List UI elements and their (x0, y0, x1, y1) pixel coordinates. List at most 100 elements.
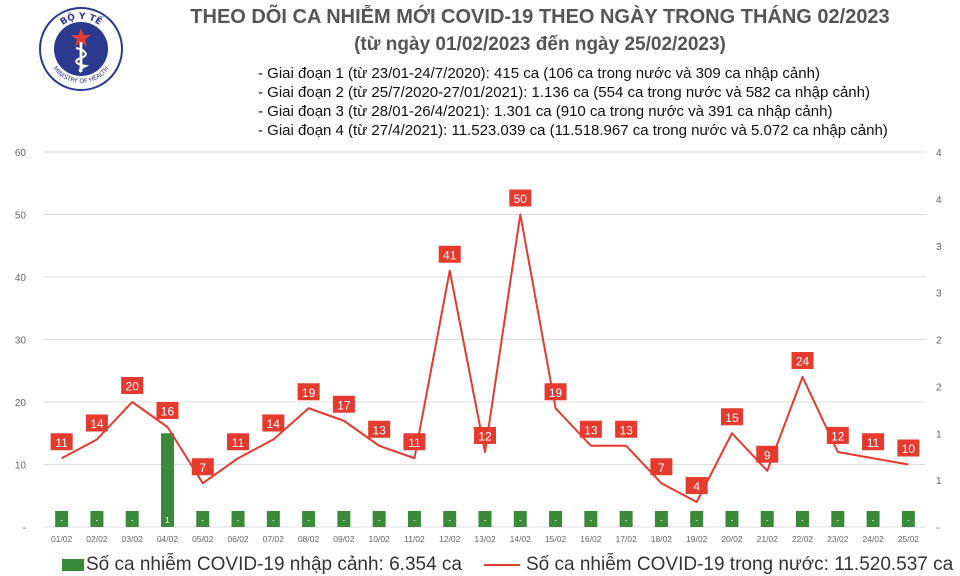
bar-data-label: - (801, 516, 804, 525)
bar-data-label: - (554, 516, 557, 525)
bar-data-label: - (836, 516, 839, 525)
x-tick-label: 25/02 (898, 534, 920, 544)
line-data-label-box (191, 458, 214, 476)
bar-data-label: - (343, 516, 346, 525)
bar-data-label: - (907, 516, 910, 525)
line-data-label-box (297, 383, 320, 401)
line-data-label: 16 (161, 405, 175, 419)
x-tick-label: 06/02 (227, 534, 249, 544)
y-left-tick-label: - (23, 523, 26, 534)
y-left-tick-label: 60 (15, 148, 27, 159)
bar-data-label: - (731, 516, 734, 525)
line-data-label-box (438, 245, 461, 263)
bar-data-label: - (766, 516, 769, 525)
line-data-label-box (368, 420, 391, 438)
line-data-label: 14 (90, 417, 104, 431)
line-data-label: 20 (126, 380, 140, 394)
y-left-tick-label: 20 (15, 398, 27, 409)
x-tick-label: 18/02 (651, 534, 673, 544)
x-tick-label: 13/02 (474, 534, 496, 544)
line-data-label-box (227, 433, 250, 451)
x-tick-label: 21/02 (757, 534, 779, 544)
bar-imported (407, 511, 421, 527)
x-tick-label: 10/02 (369, 534, 391, 544)
y-left-tick-label: 40 (15, 273, 27, 284)
bar-imported (513, 511, 527, 527)
line-data-label-box (862, 433, 885, 451)
bar-imported (796, 511, 810, 527)
line-data-label: 15 (725, 411, 739, 425)
bar-imported (55, 511, 69, 527)
line-data-label: 12 (831, 430, 845, 444)
line-data-label: 10 (902, 442, 916, 456)
bar-data-label: - (625, 516, 628, 525)
line-data-label: 19 (549, 386, 563, 400)
line-data-label-box (262, 414, 285, 432)
x-tick-label: 01/02 (51, 534, 73, 544)
bar-imported (760, 511, 774, 527)
bar-data-label: - (695, 516, 698, 525)
y-right-tick-label: 2 (936, 336, 942, 347)
y-right-tick-label: 3 (936, 289, 942, 300)
bar-data-label: - (660, 516, 663, 525)
line-data-label-box (650, 458, 673, 476)
y-right-tick-label: 4 (936, 195, 942, 206)
line-data-label: 12 (478, 430, 492, 444)
line-data-label: 7 (658, 461, 665, 475)
x-tick-label: 15/02 (545, 534, 567, 544)
x-tick-label: 16/02 (580, 534, 602, 544)
bar-imported (125, 511, 139, 527)
x-tick-label: 17/02 (615, 534, 637, 544)
line-data-label: 13 (619, 423, 633, 437)
line-data-label: 7 (199, 461, 206, 475)
line-data-label: 13 (372, 423, 386, 437)
line-data-label: 13 (584, 423, 598, 437)
bar-imported (231, 511, 245, 527)
y-right-tick-label: 3 (936, 242, 942, 253)
line-data-label-box (826, 427, 849, 444)
x-tick-label: 24/02 (862, 534, 884, 544)
line-data-label: 50 (514, 192, 528, 206)
line-data-label: 11 (867, 436, 880, 450)
y-right-tick-label: 1 (936, 476, 942, 487)
line-data-label: 24 (796, 355, 810, 369)
bar-imported (866, 511, 880, 527)
line-domestic (61, 213, 909, 503)
line-data-label: 17 (337, 398, 351, 412)
legend-bar-swatch (62, 558, 84, 571)
line-data-label-box (50, 433, 73, 451)
bar-imported (725, 511, 739, 527)
y-left-tick-label: 10 (15, 461, 27, 472)
x-tick-label: 07/02 (263, 534, 285, 544)
line-data-label-box (756, 445, 779, 463)
phase-note-3: - Giai đoạn 3 (từ 28/01-26/4/2021): 1.30… (258, 103, 833, 120)
line-data-label-box (403, 433, 426, 451)
bar-imported (831, 511, 845, 527)
bar-imported (619, 511, 633, 527)
phase-note-2: - Giai đoạn 2 (từ 25/7/2020-27/01/2021):… (258, 84, 870, 101)
bar-imported (549, 511, 563, 527)
bar-imported (372, 511, 386, 527)
x-tick-label: 22/02 (792, 534, 814, 544)
bar-data-label: - (237, 516, 240, 525)
line-data-label-box (579, 420, 602, 438)
line-data-label: 11 (232, 436, 245, 450)
chart-legend: Số ca nhiễm COVID-19 nhập cảnh: 6.354 ca… (0, 552, 960, 576)
phase-note-4: - Giai đoạn 4 (từ 27/4/2021): 11.523.039… (258, 122, 888, 139)
legend-label-domestic: Số ca nhiễm COVID-19 trong nước: 11.520.… (526, 554, 954, 575)
bar-data-label: - (413, 516, 416, 525)
line-data-label: 11 (55, 436, 68, 450)
line-data-label: 41 (443, 248, 457, 262)
x-tick-label: 05/02 (192, 534, 214, 544)
bar-data-label: - (201, 516, 204, 525)
bar-data-label: - (519, 516, 522, 525)
y-left-tick-label: 50 (15, 211, 27, 222)
bar-data-label: - (872, 516, 875, 525)
x-tick-label: 03/02 (122, 534, 144, 544)
line-data-label: 14 (267, 417, 281, 431)
y-left-tick-label: 30 (15, 336, 27, 347)
bar-imported (654, 511, 668, 527)
x-tick-label: 09/02 (333, 534, 355, 544)
line-data-label-box (332, 395, 355, 413)
